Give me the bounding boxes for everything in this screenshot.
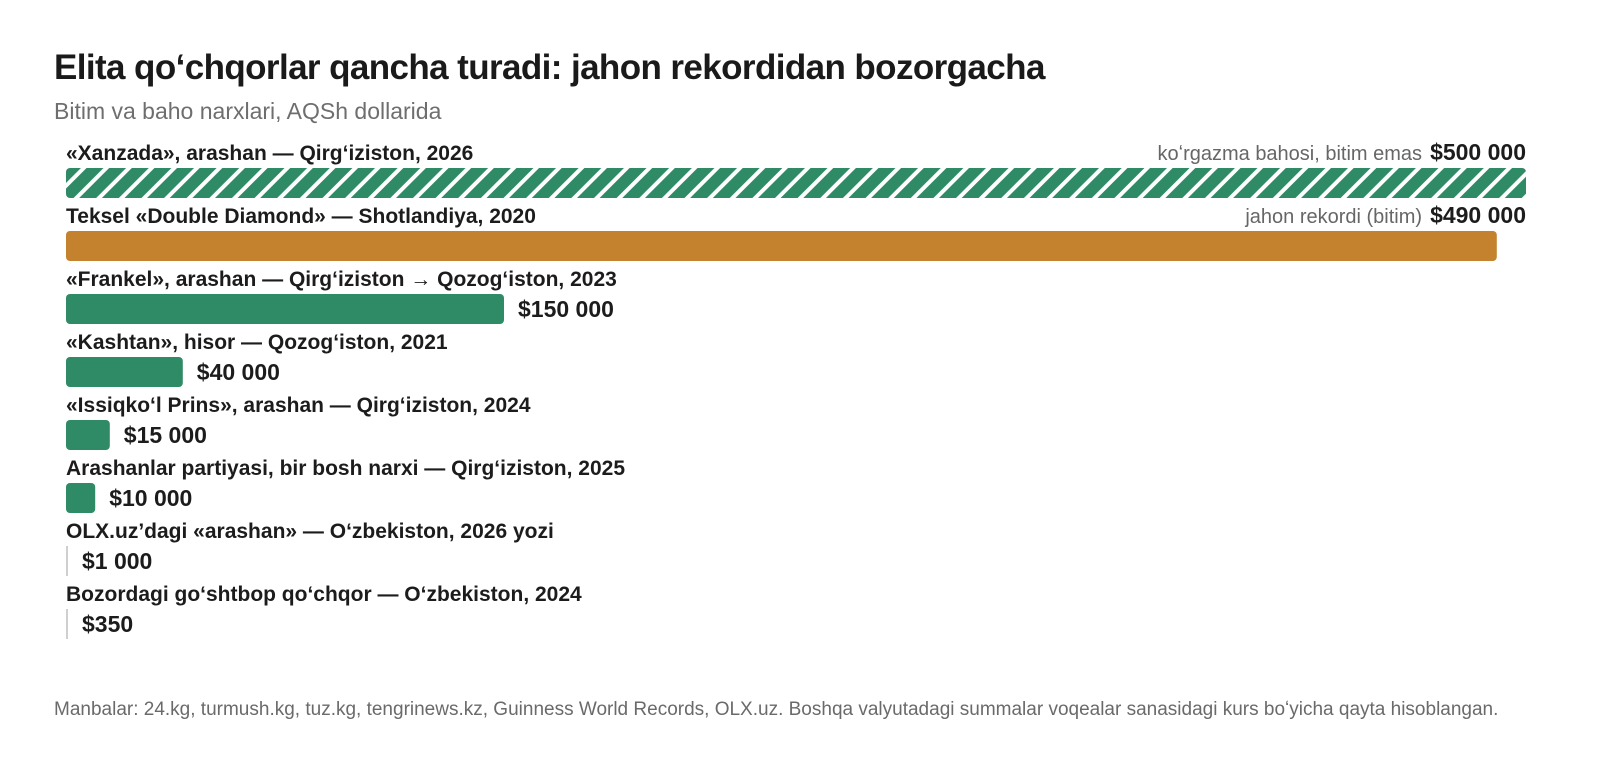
- bar: [66, 231, 1497, 261]
- value-label: $1 000: [82, 548, 152, 574]
- value-label: $40 000: [197, 359, 280, 385]
- category-label: «Frankel», arashan — Qirgʻiziston → Qozo…: [66, 268, 617, 291]
- annotation-label: koʻrgazma bahosi, bitim emas: [1158, 143, 1423, 165]
- chart-title: Elita qoʻchqorlar qancha turadi: jahon r…: [54, 48, 1045, 87]
- value-label: $490 000: [1430, 202, 1526, 228]
- bar: [66, 357, 183, 387]
- value-label: $150 000: [518, 296, 614, 322]
- category-label: «Issiqkoʻl Prins», arashan — Qirgʻizisto…: [66, 394, 531, 417]
- value-label: $15 000: [124, 422, 207, 448]
- bar-marker: [66, 609, 68, 639]
- bar: [66, 294, 504, 324]
- category-label: Teksel «Double Diamond» — Shotlandiya, 2…: [66, 205, 536, 228]
- category-label: OLX.uz’dagi «arashan» — Oʻzbekiston, 202…: [66, 520, 554, 543]
- category-label: Arashanlar partiyasi, bir bosh narxi — Q…: [66, 457, 625, 480]
- chart-subtitle: Bitim va baho narxlari, AQSh dollarida: [54, 98, 442, 124]
- bar-chart: «Xanzada», arashan — Qirgʻiziston, 2026 $…: [66, 139, 1526, 639]
- bar: [66, 483, 96, 513]
- value-label: $350: [82, 611, 133, 637]
- source-note: Manbalar: 24.kg, turmush.kg, tuz.kg, ten…: [54, 699, 1499, 720]
- category-label: Bozordagi goʻshtbop qoʻchqor — Oʻzbekist…: [66, 583, 582, 606]
- value-label: $500 000: [1430, 139, 1526, 165]
- annotation-label: jahon rekordi (bitim): [1244, 206, 1422, 228]
- value-label: $10 000: [109, 485, 192, 511]
- category-label: «Xanzada», arashan — Qirgʻiziston, 2026: [66, 142, 473, 165]
- bar: [66, 168, 1526, 198]
- bar-marker: [66, 546, 68, 576]
- bar: [66, 420, 110, 450]
- category-label: «Kashtan», hisor — Qozogʻiston, 2021: [66, 331, 448, 354]
